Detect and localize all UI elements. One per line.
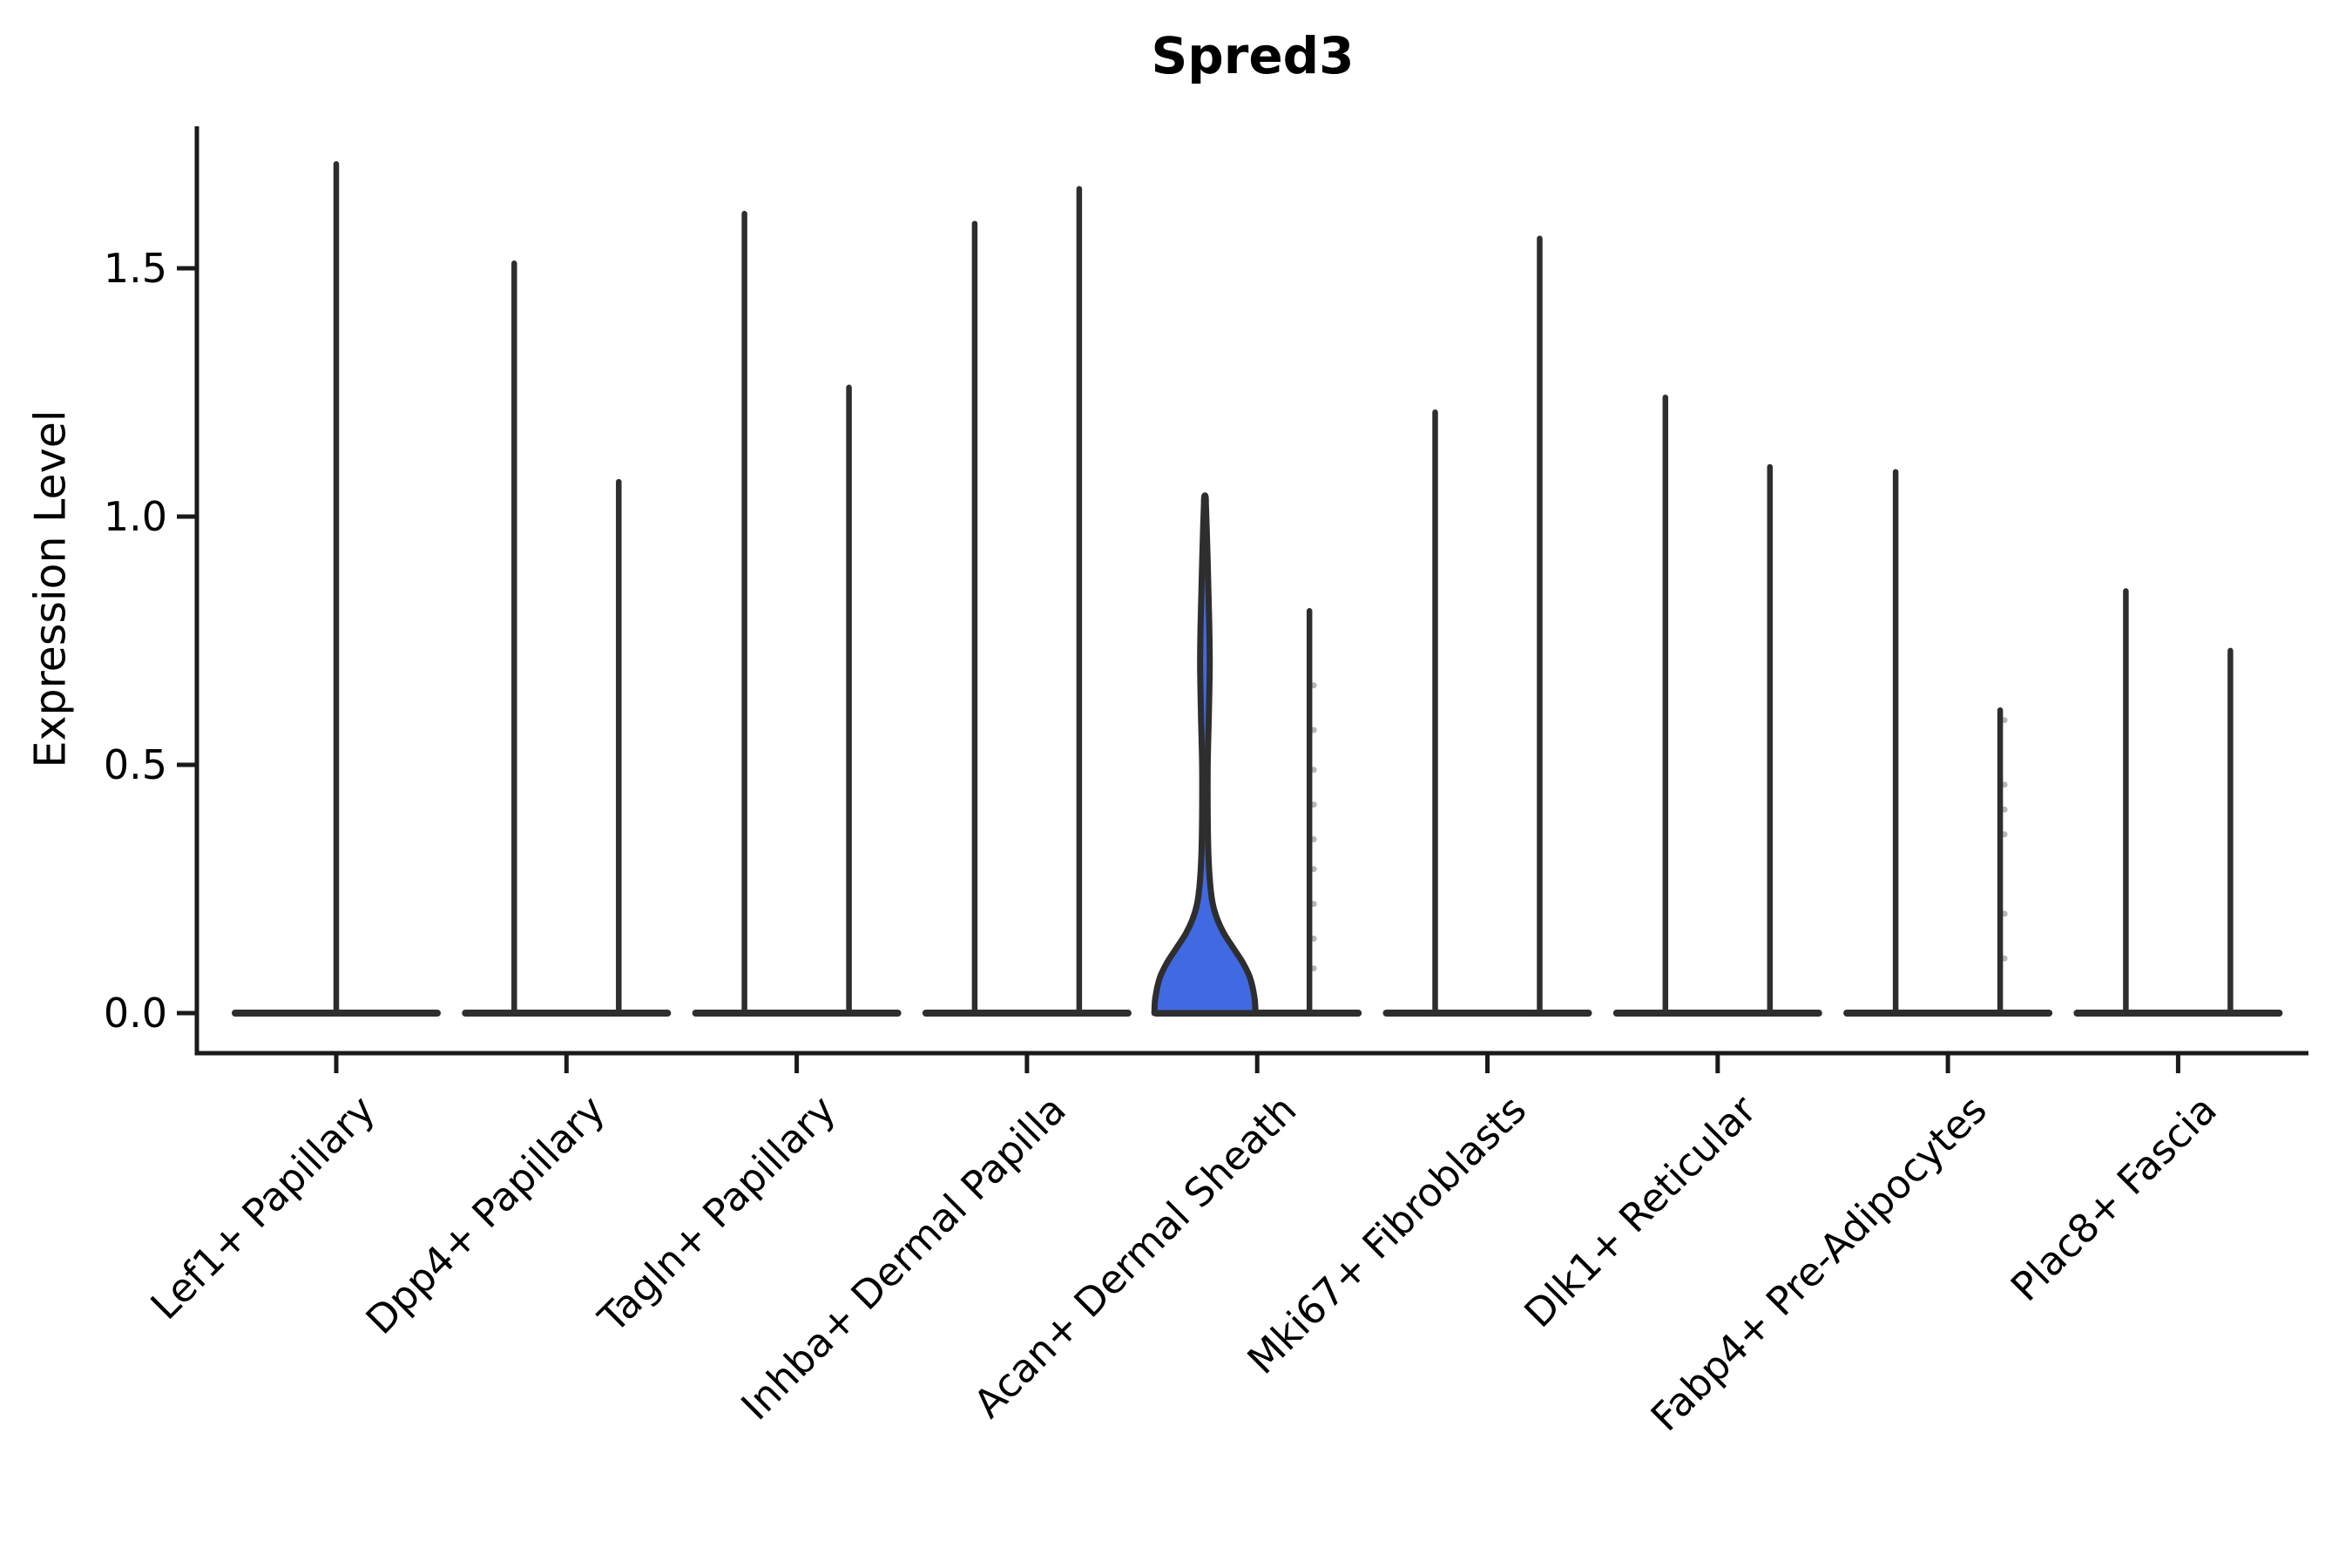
jitter-point (1310, 801, 1317, 808)
jitter-point (1310, 727, 1317, 733)
jitter-point (1310, 767, 1317, 774)
violin-base (2073, 1010, 2283, 1017)
violin-base (692, 1010, 902, 1017)
chart-title: Spred3 (1151, 26, 1355, 85)
violin-base (462, 1010, 672, 1017)
filled-violin (1151, 492, 1259, 1017)
y-axis-label: Expression Level (25, 409, 76, 768)
jitter-point (1310, 866, 1317, 873)
jitter-point (2001, 781, 2008, 788)
jitter-point (2001, 831, 2008, 838)
jitter-point (2001, 717, 2008, 724)
y-tick-label: 0.5 (103, 741, 167, 788)
violin-base (922, 1010, 1132, 1017)
y-tick-label: 1.5 (103, 245, 167, 292)
jitter-point (1310, 836, 1317, 842)
jitter-point (2001, 806, 2008, 813)
violin-base (1843, 1010, 2053, 1017)
jitter-point (2001, 910, 2008, 917)
y-tick-label: 1.0 (103, 493, 167, 540)
violin-base (1382, 1010, 1592, 1017)
jitter-point (1310, 936, 1317, 942)
jitter-point (2001, 955, 2008, 962)
jitter-point (1310, 965, 1317, 972)
violin-base (1612, 1010, 1822, 1017)
y-tick-label: 0.0 (103, 990, 167, 1037)
jitter-point (1310, 682, 1317, 689)
jitter-point (1310, 901, 1317, 908)
